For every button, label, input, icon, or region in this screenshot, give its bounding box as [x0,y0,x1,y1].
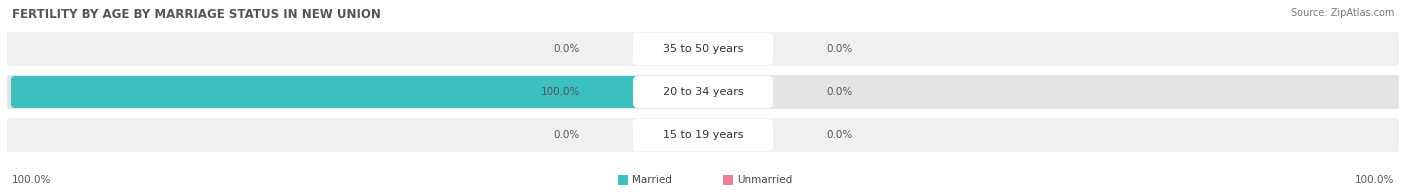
Text: 20 to 34 years: 20 to 34 years [662,87,744,97]
Text: 100.0%: 100.0% [1354,175,1393,185]
FancyBboxPatch shape [702,121,759,149]
FancyBboxPatch shape [647,35,704,63]
Text: Married: Married [633,175,672,185]
FancyBboxPatch shape [6,117,1400,153]
Text: 0.0%: 0.0% [554,130,581,140]
Text: 0.0%: 0.0% [825,130,852,140]
Text: 35 to 50 years: 35 to 50 years [662,44,744,54]
Text: 15 to 19 years: 15 to 19 years [662,130,744,140]
Text: FERTILITY BY AGE BY MARRIAGE STATUS IN NEW UNION: FERTILITY BY AGE BY MARRIAGE STATUS IN N… [13,8,381,21]
FancyBboxPatch shape [633,33,773,65]
FancyBboxPatch shape [723,175,733,185]
FancyBboxPatch shape [702,78,759,106]
FancyBboxPatch shape [647,121,704,149]
FancyBboxPatch shape [633,76,773,108]
Text: 0.0%: 0.0% [554,44,581,54]
Text: 100.0%: 100.0% [541,87,581,97]
Text: Source: ZipAtlas.com: Source: ZipAtlas.com [1291,8,1393,18]
FancyBboxPatch shape [702,35,759,63]
FancyBboxPatch shape [619,175,628,185]
FancyBboxPatch shape [11,76,707,108]
FancyBboxPatch shape [6,74,1400,110]
Text: 0.0%: 0.0% [825,87,852,97]
Text: Unmarried: Unmarried [737,175,792,185]
Text: 100.0%: 100.0% [13,175,52,185]
FancyBboxPatch shape [6,31,1400,67]
FancyBboxPatch shape [633,119,773,151]
Text: 0.0%: 0.0% [825,44,852,54]
